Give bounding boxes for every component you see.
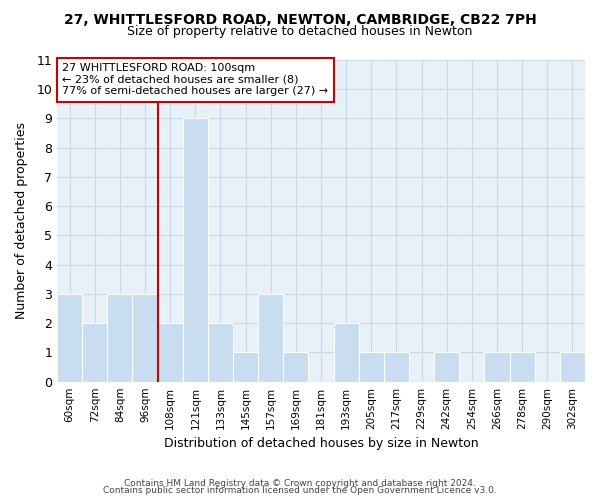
Bar — [384, 352, 409, 382]
Text: Size of property relative to detached houses in Newton: Size of property relative to detached ho… — [127, 25, 473, 38]
Bar — [283, 352, 308, 382]
Text: 27 WHITTLESFORD ROAD: 100sqm
← 23% of detached houses are smaller (8)
77% of sem: 27 WHITTLESFORD ROAD: 100sqm ← 23% of de… — [62, 63, 328, 96]
Bar — [233, 352, 258, 382]
Bar — [183, 118, 208, 382]
Bar — [208, 323, 233, 382]
Bar — [57, 294, 82, 382]
Bar — [359, 352, 384, 382]
Y-axis label: Number of detached properties: Number of detached properties — [15, 122, 28, 320]
Bar — [158, 323, 183, 382]
Bar — [82, 323, 107, 382]
Bar — [107, 294, 133, 382]
Bar — [434, 352, 460, 382]
Text: Contains public sector information licensed under the Open Government Licence v3: Contains public sector information licen… — [103, 486, 497, 495]
Bar — [334, 323, 359, 382]
Bar — [560, 352, 585, 382]
Bar — [258, 294, 283, 382]
Bar — [133, 294, 158, 382]
Text: 27, WHITTLESFORD ROAD, NEWTON, CAMBRIDGE, CB22 7PH: 27, WHITTLESFORD ROAD, NEWTON, CAMBRIDGE… — [64, 12, 536, 26]
Text: Contains HM Land Registry data © Crown copyright and database right 2024.: Contains HM Land Registry data © Crown c… — [124, 478, 476, 488]
X-axis label: Distribution of detached houses by size in Newton: Distribution of detached houses by size … — [164, 437, 478, 450]
Bar — [509, 352, 535, 382]
Bar — [484, 352, 509, 382]
